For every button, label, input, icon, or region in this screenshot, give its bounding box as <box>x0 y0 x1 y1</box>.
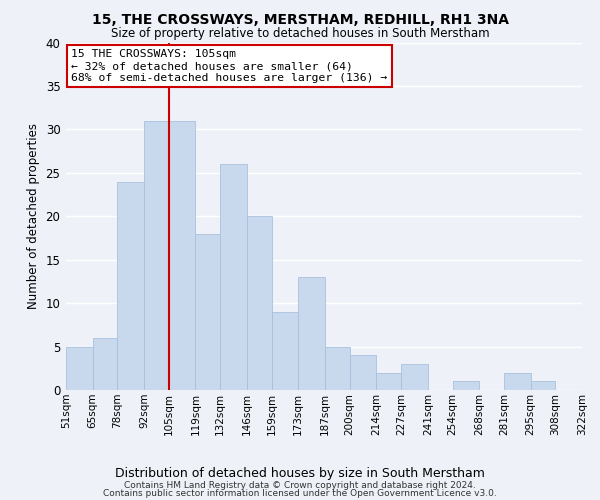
Bar <box>118 182 144 390</box>
Bar <box>247 216 272 390</box>
Text: Contains HM Land Registry data © Crown copyright and database right 2024.: Contains HM Land Registry data © Crown c… <box>124 480 476 490</box>
Bar <box>66 346 92 390</box>
Text: Distribution of detached houses by size in South Merstham: Distribution of detached houses by size … <box>115 468 485 480</box>
Bar <box>350 355 376 390</box>
Bar <box>530 382 556 390</box>
Bar <box>452 382 479 390</box>
Bar <box>504 372 530 390</box>
Text: 15, THE CROSSWAYS, MERSTHAM, REDHILL, RH1 3NA: 15, THE CROSSWAYS, MERSTHAM, REDHILL, RH… <box>91 12 509 26</box>
Text: Size of property relative to detached houses in South Merstham: Size of property relative to detached ho… <box>110 28 490 40</box>
Text: Contains public sector information licensed under the Open Government Licence v3: Contains public sector information licen… <box>103 489 497 498</box>
Bar <box>298 277 325 390</box>
Bar <box>325 346 350 390</box>
Bar <box>169 120 196 390</box>
Bar <box>196 234 220 390</box>
Text: 15 THE CROSSWAYS: 105sqm
← 32% of detached houses are smaller (64)
68% of semi-d: 15 THE CROSSWAYS: 105sqm ← 32% of detach… <box>71 50 388 82</box>
Bar <box>272 312 298 390</box>
Bar <box>220 164 247 390</box>
Bar <box>376 372 401 390</box>
Y-axis label: Number of detached properties: Number of detached properties <box>27 123 40 309</box>
Bar <box>401 364 428 390</box>
Bar <box>144 120 169 390</box>
Bar <box>92 338 118 390</box>
